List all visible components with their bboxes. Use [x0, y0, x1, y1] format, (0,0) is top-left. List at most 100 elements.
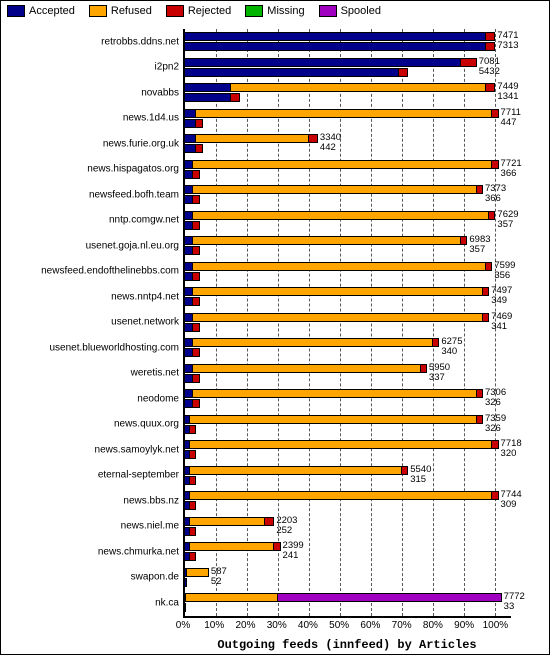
- legend-item-rejected: Rejected: [166, 5, 231, 17]
- bar-segment-refused: [190, 440, 492, 449]
- value-bottom: 447: [501, 118, 517, 128]
- bar-segment-refused: [193, 313, 483, 322]
- row-bars: 7599356: [184, 259, 511, 285]
- bar-segment-rejected: [483, 287, 489, 296]
- legend-swatch: [319, 5, 337, 17]
- bar-top: [184, 236, 467, 245]
- x-tick: 90%: [454, 620, 474, 631]
- bar-segment-rejected: [486, 42, 495, 51]
- bar-segment-accepted: [184, 119, 196, 128]
- value-bottom: 356: [494, 271, 510, 281]
- chart-container: AcceptedRefusedRejectedMissingSpooled re…: [0, 0, 550, 655]
- data-row: news.bbs.nz7744309: [1, 488, 549, 514]
- value-bottom: 241: [283, 551, 299, 561]
- bar-bottom: [184, 374, 200, 383]
- bar-segment-rejected: [190, 501, 196, 510]
- legend-swatch: [89, 5, 107, 17]
- value-bottom: 52: [211, 577, 222, 587]
- row-label: news.quux.org: [1, 419, 179, 430]
- row-label: usenet.network: [1, 317, 179, 328]
- row-bars: 2203252: [184, 514, 511, 540]
- bar-segment-accepted: [184, 603, 186, 612]
- bar-segment-rejected: [231, 93, 240, 102]
- bar-segment-refused: [193, 236, 461, 245]
- bar-segment-refused: [190, 542, 274, 551]
- x-tick: 10%: [204, 620, 224, 631]
- bar-bottom: [184, 170, 200, 179]
- value-bottom: 309: [501, 500, 517, 510]
- bar-bottom: [184, 603, 186, 612]
- bar-segment-accepted: [184, 364, 193, 373]
- bar-segment-accepted: [184, 236, 193, 245]
- row-bars: 74717313: [184, 29, 511, 55]
- row-bars: 7721366: [184, 157, 511, 183]
- row-bars: 777233: [184, 590, 511, 616]
- row-label: weretis.net: [1, 368, 179, 379]
- value-top: 7469: [491, 312, 512, 322]
- bar-segment-accepted: [184, 42, 486, 51]
- bar-top: [184, 134, 318, 143]
- data-row: usenet.network7469341: [1, 310, 549, 336]
- bar-segment-accepted: [184, 578, 187, 587]
- row-bars: 7306326: [184, 386, 511, 412]
- bar-top: [184, 185, 483, 194]
- bar-segment-accepted: [184, 58, 461, 67]
- value-top: 5950: [429, 363, 450, 373]
- bar-segment-refused: [193, 338, 433, 347]
- bar-bottom: [184, 272, 200, 281]
- bar-segment-rejected: [193, 221, 199, 230]
- row-label: swapon.de: [1, 572, 179, 583]
- bar-segment-refused: [231, 83, 486, 92]
- bar-top: [184, 593, 502, 602]
- bar-segment-accepted: [184, 211, 193, 220]
- bar-bottom: [184, 527, 196, 536]
- value-top: 7081: [479, 57, 500, 67]
- bar-top: [184, 287, 489, 296]
- bar-segment-rejected: [486, 262, 492, 271]
- bar-segment-refused: [196, 109, 492, 118]
- row-label: news.samoylyk.net: [1, 444, 179, 455]
- row-bars: 7497349: [184, 284, 511, 310]
- value-bottom: 357: [469, 245, 485, 255]
- row-label: news.1d4.us: [1, 113, 179, 124]
- row-label: neodome: [1, 393, 179, 404]
- row-bars: 3340442: [184, 131, 511, 157]
- row-bars: 5950337: [184, 361, 511, 387]
- row-label: usenet.blueworldhosting.com: [1, 342, 179, 353]
- bar-bottom: [184, 578, 187, 587]
- bar-segment-rejected: [190, 552, 196, 561]
- value-bottom: 315: [410, 475, 426, 485]
- rows-container: retrobbs.ddns.net74717313i2pn270815432no…: [1, 29, 549, 618]
- data-row: news.samoylyk.net7718320: [1, 437, 549, 463]
- bar-segment-rejected: [190, 425, 196, 434]
- bar-segment-accepted: [184, 262, 193, 271]
- bar-segment-rejected: [193, 348, 199, 357]
- row-bars: 7744309: [184, 488, 511, 514]
- row-label: novabbs: [1, 87, 179, 98]
- row-label: news.furie.org.uk: [1, 138, 179, 149]
- value-bottom: 366: [485, 194, 501, 204]
- value-bottom: 340: [441, 347, 457, 357]
- x-axis-ticks: 0%10%20%30%40%50%60%70%80%90%100%: [183, 620, 511, 634]
- value-bottom: 5432: [479, 67, 500, 77]
- bar-segment-accepted: [184, 134, 196, 143]
- bar-segment-refused: [186, 593, 278, 602]
- value-top: 5540: [410, 465, 431, 475]
- bar-segment-rejected: [486, 32, 495, 41]
- value-bottom: 337: [429, 373, 445, 383]
- value-bottom: 252: [276, 526, 292, 536]
- bar-segment-accepted: [184, 221, 193, 230]
- value-bottom: 320: [501, 449, 517, 459]
- bar-segment-refused: [193, 160, 492, 169]
- data-row: news.chmurka.net2399241: [1, 539, 549, 565]
- bar-bottom: [184, 348, 200, 357]
- bar-top: [184, 83, 495, 92]
- value-bottom: 366: [501, 169, 517, 179]
- legend-item-accepted: Accepted: [7, 5, 75, 17]
- value-top: 2203: [276, 516, 297, 526]
- data-row: neodome 7306326: [1, 386, 549, 412]
- bar-segment-rejected: [193, 246, 199, 255]
- bar-top: [184, 466, 408, 475]
- bar-bottom: [184, 119, 203, 128]
- bar-segment-rejected: [193, 195, 199, 204]
